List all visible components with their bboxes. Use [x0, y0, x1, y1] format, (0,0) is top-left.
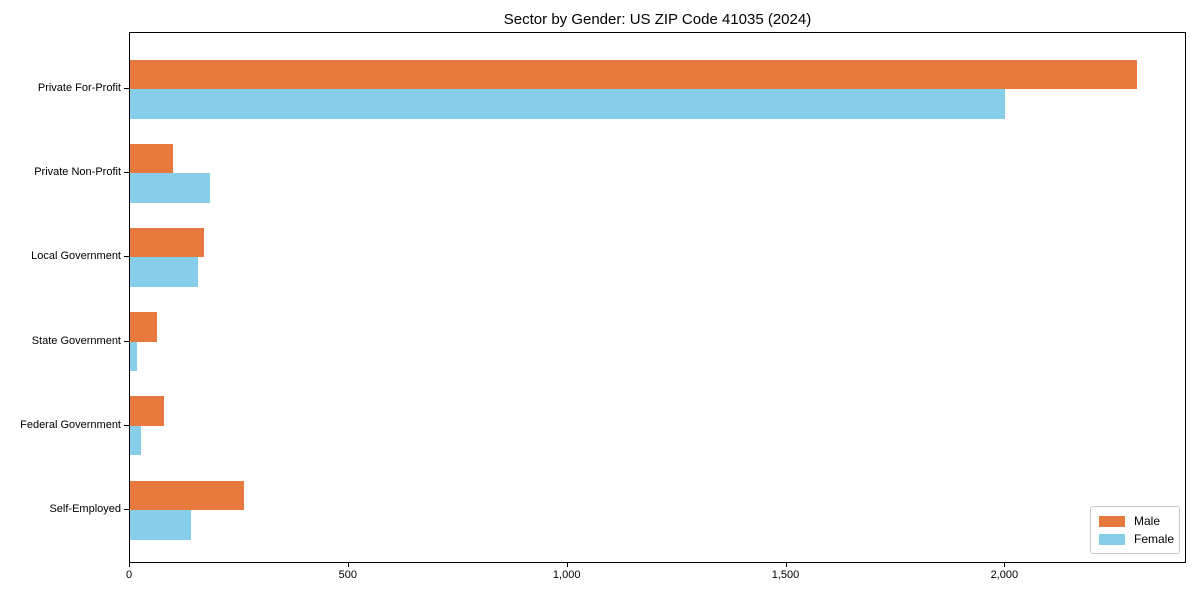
- legend-item-male: Male: [1099, 513, 1171, 528]
- bar-female-state-government: [130, 341, 138, 372]
- legend-label-female: Female: [1134, 531, 1175, 546]
- y-tick-mark: [124, 88, 129, 89]
- x-tick-label: 500: [338, 569, 357, 581]
- y-tick-mark: [124, 424, 129, 426]
- y-tick-label: Self-Employed: [49, 503, 121, 515]
- chart-title: Sector by Gender: US ZIP Code 41035 (202…: [503, 11, 812, 28]
- bar-female-self-employed: [130, 510, 192, 540]
- legend-swatch-female: [1099, 533, 1125, 545]
- bar-male-private-for-profit: [130, 59, 1137, 89]
- legend: Male Female: [1090, 506, 1180, 554]
- bar-female-private-for-profit: [130, 89, 1006, 119]
- y-tick-mark: [124, 340, 129, 342]
- y-tick-mark: [124, 509, 129, 510]
- bar-male-self-employed: [130, 480, 244, 510]
- x-tick-mark: [1004, 563, 1006, 567]
- y-tick-label: Private For-Profit: [37, 82, 121, 94]
- x-tick-mark: [129, 563, 130, 567]
- bar-male-federal-government: [130, 396, 164, 426]
- legend-swatch-male: [1099, 515, 1125, 527]
- x-tick-mark: [566, 563, 568, 567]
- bar-male-local-government: [130, 227, 205, 258]
- bar-female-federal-government: [130, 425, 141, 456]
- x-tick-mark: [785, 563, 787, 567]
- y-tick-label: Federal Government: [20, 418, 121, 431]
- x-tick-mark: [347, 563, 349, 567]
- legend-item-female: Female: [1099, 531, 1175, 546]
- y-tick-mark: [124, 172, 129, 174]
- x-tick-label: 0: [125, 569, 133, 581]
- x-tick-label: 2,000: [990, 569, 1019, 581]
- x-tick-label: 1,500: [771, 569, 800, 581]
- bar-female-private-non-profit: [130, 173, 210, 203]
- y-tick-label: Local Government: [31, 250, 121, 263]
- bar-female-local-government: [130, 257, 198, 287]
- y-tick-label: State Government: [31, 334, 121, 347]
- bar-male-private-non-profit: [130, 143, 173, 174]
- legend-label-male: Male: [1134, 513, 1161, 528]
- y-tick-mark: [124, 256, 129, 258]
- x-tick-label: 1,000: [552, 569, 581, 581]
- plot-area: [129, 32, 1186, 563]
- bar-male-state-government: [130, 312, 158, 342]
- y-tick-label: Private Non-Profit: [34, 166, 121, 179]
